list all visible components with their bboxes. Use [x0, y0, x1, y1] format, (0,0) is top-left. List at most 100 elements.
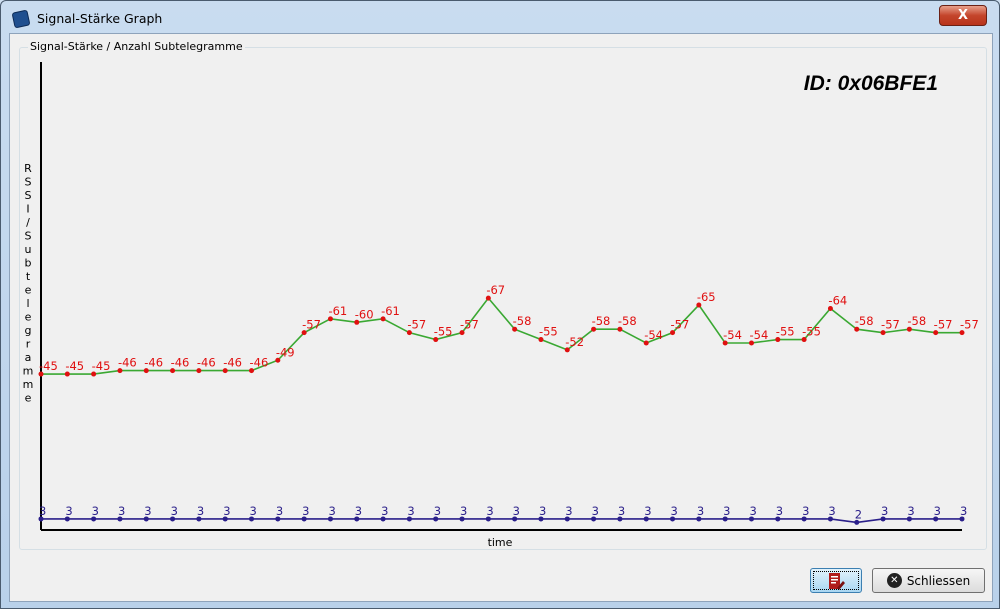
- rssi-point: [327, 316, 333, 322]
- report-edit-icon: [829, 572, 845, 590]
- subtelegram-data-label: 3: [276, 504, 283, 518]
- rssi-point: [117, 368, 123, 374]
- rssi-point: [827, 306, 833, 311]
- subtelegram-point: [459, 516, 465, 522]
- rssi-point: [406, 330, 412, 336]
- rssi-point: [354, 319, 360, 325]
- subtelegram-data-label: 3: [197, 504, 204, 518]
- rssi-line: [41, 296, 962, 375]
- rssi-data-label: -46: [144, 356, 163, 370]
- y-axis-label-char: u: [25, 243, 32, 256]
- subtelegram-data-label: 3: [934, 504, 941, 518]
- y-axis-label-char: r: [26, 338, 31, 351]
- subtelegram-data-label: 3: [328, 504, 335, 518]
- subtelegram-data-label: 3: [881, 504, 888, 518]
- rssi-data-label: -57: [460, 318, 479, 332]
- subtelegram-point: [591, 516, 597, 522]
- rssi-point: [538, 337, 544, 343]
- x-axis-label: time: [488, 536, 513, 549]
- close-button[interactable]: ✕ Schliessen: [872, 568, 985, 593]
- y-axis-label-char: l: [26, 297, 29, 310]
- subtelegram-point: [64, 516, 70, 522]
- subtelegram-point: [670, 516, 676, 522]
- subtelegram-point: [801, 516, 807, 522]
- subtelegram-data-label: 3: [434, 504, 441, 518]
- subtelegram-data-label: 3: [144, 504, 151, 518]
- subtelegram-data-label: 3: [302, 504, 309, 518]
- rssi-point: [880, 330, 886, 336]
- rssi-data-label: -57: [881, 318, 900, 332]
- rssi-point: [933, 330, 939, 336]
- rssi-point: [485, 295, 491, 301]
- subtelegram-data-label: 3: [539, 504, 546, 518]
- title-bar[interactable]: Signal-Stärke Graph X: [1, 1, 1000, 33]
- y-axis-label-char: e: [25, 392, 32, 405]
- subtelegram-data-label: 3: [486, 504, 493, 518]
- y-axis-label-char: m: [23, 365, 34, 378]
- rssi-data-label: -61: [381, 304, 400, 318]
- subtelegram-point: [564, 516, 570, 522]
- rssi-point: [564, 347, 570, 353]
- rssi-point: [170, 368, 176, 374]
- subtelegram-data-label: 3: [355, 504, 362, 518]
- subtelegram-point: [433, 516, 439, 522]
- rssi-data-label: -58: [855, 314, 874, 328]
- subtelegram-data-label: 3: [565, 504, 572, 518]
- subtelegram-line: [41, 518, 962, 524]
- close-window-button[interactable]: X: [939, 5, 987, 26]
- rssi-data-label: -55: [539, 325, 558, 339]
- rssi-data-label: -54: [644, 328, 663, 342]
- subtelegram-data-label: 2: [855, 507, 862, 521]
- subtelegram-data-label: 3: [460, 504, 467, 518]
- rssi-data-label: -65: [697, 290, 716, 304]
- subtelegram-point: [538, 516, 544, 522]
- subtelegram-point: [117, 516, 123, 522]
- subtelegram-data-label: 3: [671, 504, 678, 518]
- rssi-data-label: -45: [39, 359, 58, 373]
- y-axis-label-char: S: [25, 189, 32, 202]
- rssi-data-label: -45: [65, 359, 84, 373]
- subtelegram-data-label: 3: [92, 504, 99, 518]
- rssi-data-label: -49: [276, 345, 295, 359]
- rssi-point: [143, 368, 149, 374]
- y-axis-label-char: b: [25, 257, 32, 270]
- rssi-data-label: -67: [486, 283, 505, 297]
- rssi-point: [459, 330, 465, 336]
- rssi-data-label: -46: [118, 356, 137, 370]
- subtelegram-data-label: 3: [39, 504, 46, 518]
- rssi-point: [591, 326, 597, 332]
- rssi-point: [64, 371, 70, 377]
- rssi-data-label: -58: [513, 314, 532, 328]
- rssi-data-label: -54: [723, 328, 742, 342]
- y-axis-label-char: a: [25, 351, 32, 364]
- rssi-data-label: -57: [407, 318, 426, 332]
- rssi-data-label: -55: [802, 325, 821, 339]
- subtelegram-data-label: 3: [776, 504, 783, 518]
- subtelegram-point: [275, 516, 281, 522]
- rssi-data-label: -64: [828, 294, 847, 308]
- y-axis-label-char: I: [26, 203, 29, 216]
- edit-report-button[interactable]: [810, 568, 862, 593]
- rssi-point: [801, 337, 807, 343]
- subtelegram-point: [827, 516, 833, 522]
- subtelegram-data-label: 3: [828, 504, 835, 518]
- device-id: ID: 0x06BFE1: [803, 72, 938, 95]
- dialog-body: Signal-Stärke / Anzahl Subtelegramme ID:…: [9, 33, 993, 602]
- rssi-point: [722, 340, 728, 346]
- subtelegram-point: [906, 516, 912, 522]
- rssi-point: [643, 340, 649, 346]
- subtelegram-point: [512, 516, 518, 522]
- subtelegram-point: [196, 516, 202, 522]
- rssi-point: [854, 326, 860, 332]
- subtelegram-point: [301, 516, 307, 522]
- y-axis-label-char: e: [25, 311, 32, 324]
- subtelegram-point: [222, 516, 228, 522]
- rssi-data-label: -57: [671, 318, 690, 332]
- subtelegram-data-label: 3: [250, 504, 257, 518]
- subtelegram-data-label: 3: [381, 504, 388, 518]
- subtelegram-point: [354, 516, 360, 522]
- rssi-point: [249, 368, 255, 374]
- rssi-point: [380, 316, 386, 322]
